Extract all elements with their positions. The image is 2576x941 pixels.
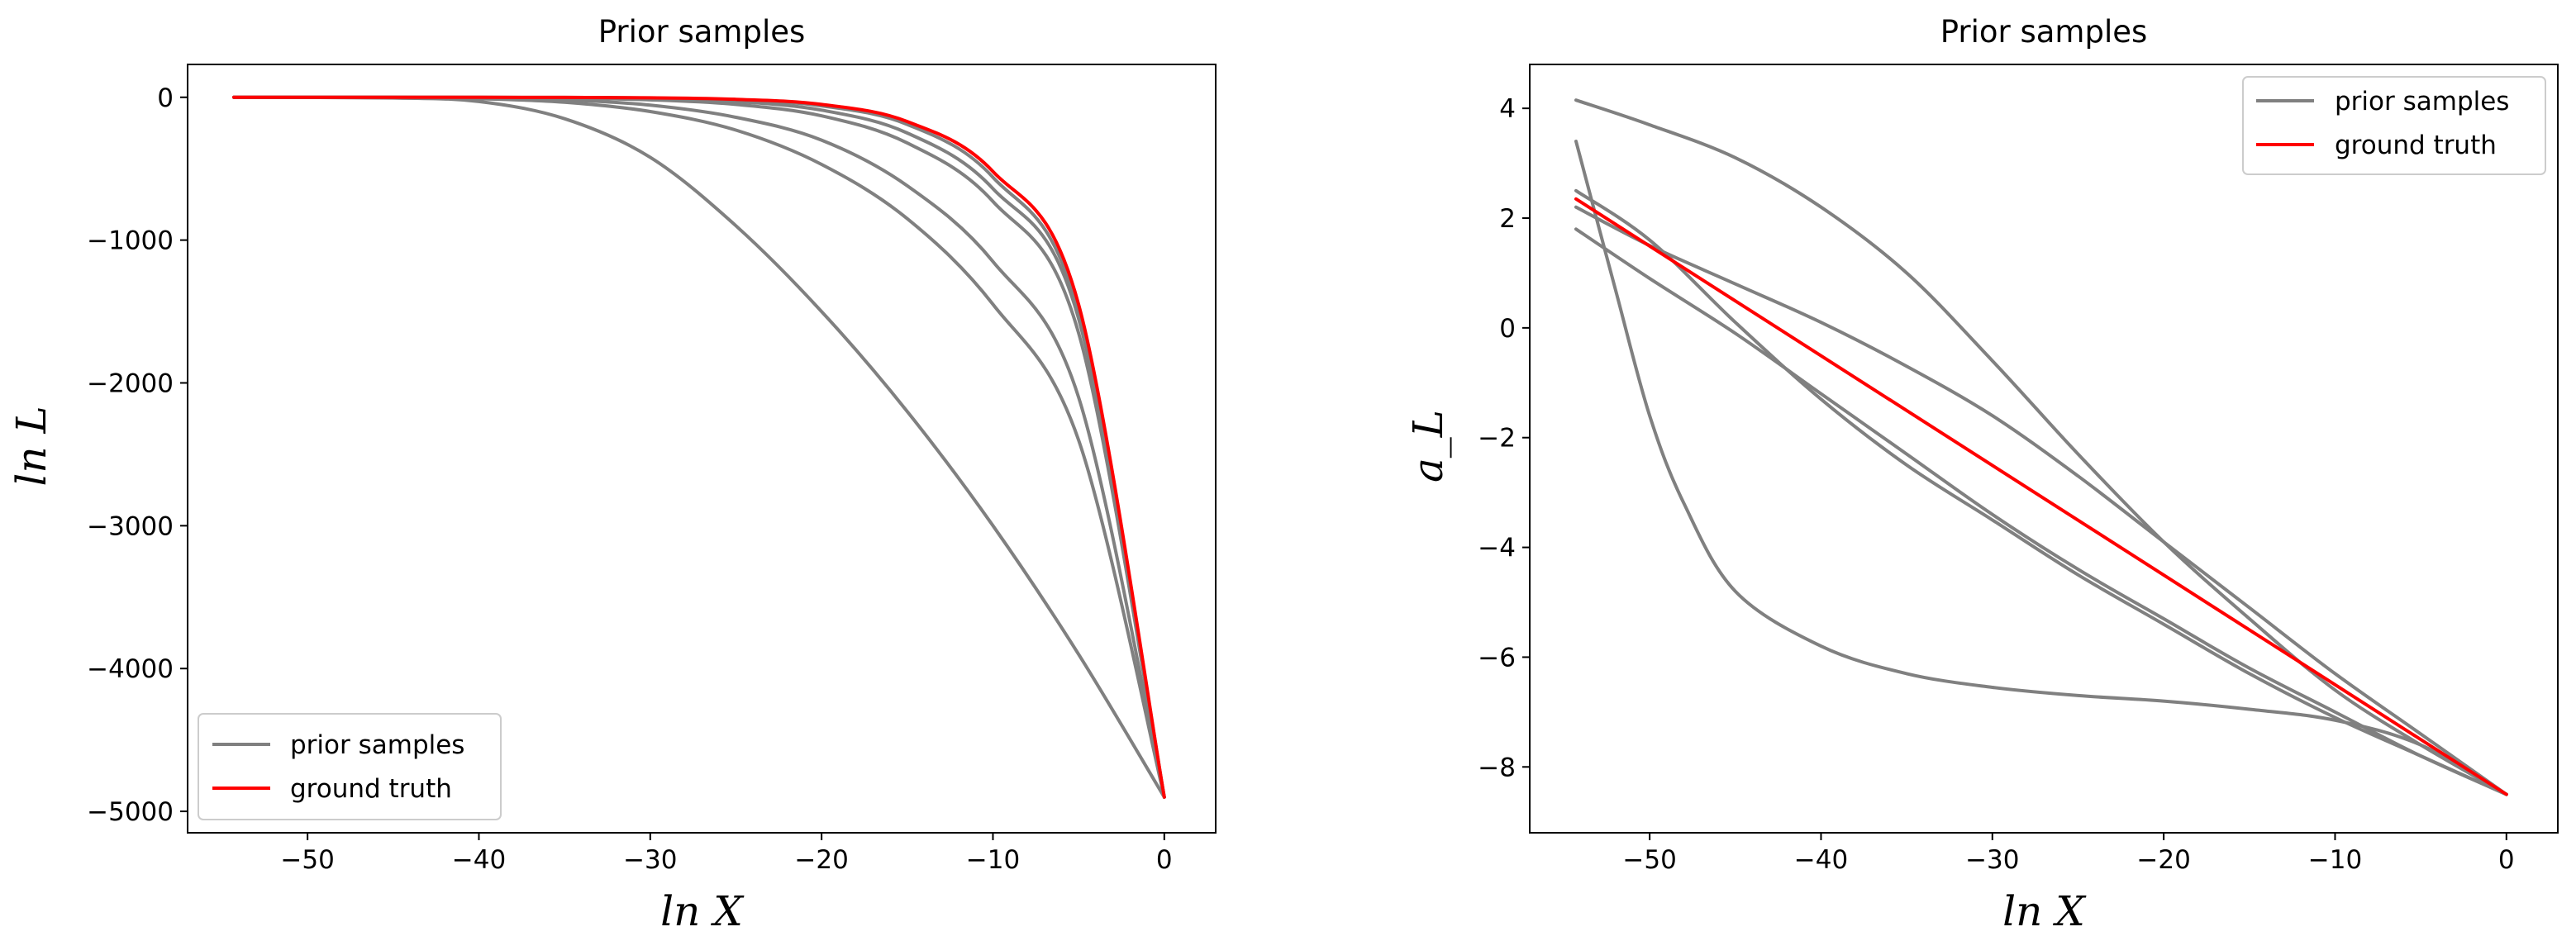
right-chart-title: Prior samples [1940,14,2148,50]
left-prior-sample-line-2 [232,95,1166,799]
right-y-tick-label: 4 [1499,94,1516,124]
right-x-tick-label: −40 [1794,845,1848,875]
left-y-tick-label: −4000 [87,654,174,684]
left-prior-sample-line-5 [232,95,1166,799]
right-legend-label-truth: ground truth [2335,131,2497,160]
right-y-tick-label: −8 [1478,753,1516,782]
left-legend-label-prior: prior samples [290,730,464,760]
right-prior-sample-line-4 [1574,140,2508,796]
left-y-tick-label: −3000 [87,511,174,541]
left-x-tick-label: 0 [1156,845,1173,875]
right-ground-truth-line [1574,197,2508,796]
right-x-tick-label: −20 [2136,845,2190,875]
right-series-group [1574,98,2508,796]
right-y-tick-label: 2 [1499,204,1516,234]
left-ground-truth-line [232,95,1166,799]
left-prior-sample-line-1 [232,95,1166,799]
right-x-tick-label: −50 [1622,845,1676,875]
left-prior-sample-line-3 [232,95,1166,799]
left-legend-label-truth: ground truth [290,774,452,804]
right-x-tick-label: −10 [2308,845,2362,875]
right-prior-sample-line-0 [1574,98,2508,796]
right-legend-label-prior: prior samples [2335,87,2509,116]
left-prior-sample-line-0 [232,95,1166,799]
left-x-tick-label: −40 [452,845,506,875]
left-plot-frame [187,64,1217,834]
left-x-tick-label: −10 [966,845,1020,875]
left-chart-title: Prior samples [598,14,806,50]
left-x-ticks: −50 −40 −30 −20 −10 0 [280,833,1173,875]
right-prior-sample-line-2 [1574,188,2508,796]
right-y-tick-label: −2 [1478,424,1516,454]
right-y-ticks: 4 2 0 −2 −4 −6 −8 [1478,94,1530,782]
left-legend: prior samples ground truth [198,713,502,820]
right-prior-sample-line-3 [1574,227,2508,796]
left-x-tick-label: −20 [794,845,848,875]
right-y-tick-label: −6 [1478,643,1516,672]
left-x-tick-label: −30 [623,845,677,875]
left-y-tick-label: −1000 [87,226,174,256]
left-prior-sample-line-4 [232,95,1166,799]
right-y-tick-label: −4 [1478,534,1516,563]
right-panel: Prior samples a_L ln X −50 −40 −30 −20 −10 0 … [1404,14,2559,935]
left-panel: Prior samples ln L ln X −50 −40 −30 −20 −10 0… [7,14,1217,935]
left-y-ticks: 0 −1000 −2000 −3000 −4000 −5000 [87,83,188,827]
left-y-axis-label: ln L [7,406,55,486]
right-prior-sample-line-1 [1574,205,2508,796]
left-y-tick-label: −5000 [87,797,174,827]
left-y-tick-label: −2000 [87,368,174,398]
right-x-tick-label: −30 [1965,845,2019,875]
left-series-group [232,95,1166,799]
right-legend-box [2242,76,2546,175]
left-legend-box [198,713,502,820]
right-x-axis-label: ln X [2002,887,2087,935]
left-x-axis-label: ln X [660,887,745,935]
right-plot-frame [1529,64,2559,834]
right-legend: prior samples ground truth [2242,76,2546,175]
left-x-tick-label: −50 [280,845,334,875]
right-y-tick-label: 0 [1499,314,1516,344]
right-y-axis-label: a_L [1404,410,1452,482]
right-x-tick-label: 0 [2498,845,2515,875]
left-y-tick-label: 0 [157,83,174,113]
right-x-ticks: −50 −40 −30 −20 −10 0 [1622,833,2515,875]
